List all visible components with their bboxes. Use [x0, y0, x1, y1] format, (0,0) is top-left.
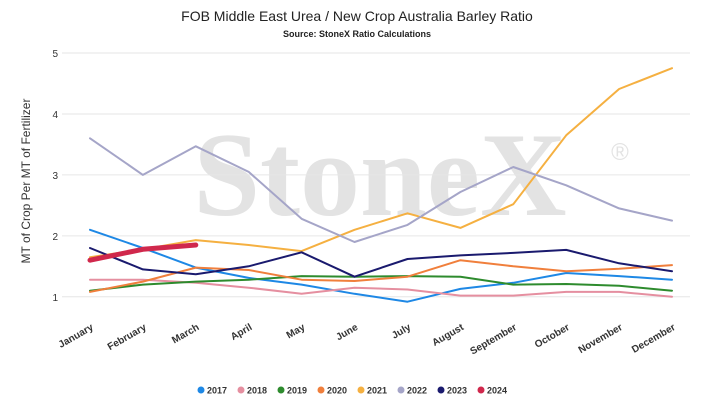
y-tick-label: 5 [52, 49, 58, 60]
chart-subtitle: Source: StoneX Ratio Calculations [283, 29, 431, 39]
watermark-mark: ® [611, 139, 629, 166]
series-line [89, 259, 673, 293]
x-tick-label: June [334, 322, 360, 343]
legend-label: 2023 [447, 386, 467, 396]
legend-label: 2021 [367, 386, 387, 396]
y-tick-label: 3 [52, 171, 58, 182]
legend-swatch [317, 386, 325, 394]
x-tick-label: July [390, 322, 413, 342]
legend-swatch [397, 386, 405, 394]
x-tick-label: February [106, 322, 149, 353]
x-tick-label: October [533, 322, 572, 351]
legend-label: 2018 [247, 386, 267, 396]
legend-label: 2019 [287, 386, 307, 396]
legend-label: 2024 [487, 386, 507, 396]
y-tick-label: 2 [52, 232, 58, 243]
legend-label: 2020 [327, 386, 347, 396]
x-tick-label: August [431, 322, 467, 349]
legend-label: 2022 [407, 386, 427, 396]
chart-title: FOB Middle East Urea / New Crop Australi… [181, 8, 533, 24]
x-tick-label: November [577, 322, 625, 356]
series-line [89, 228, 673, 303]
series-line [89, 137, 673, 243]
x-tick-label: December [630, 322, 677, 356]
legend-swatch [437, 386, 445, 394]
x-tick-label: April [229, 322, 254, 343]
legend-swatch [197, 386, 205, 394]
legend-swatch [357, 386, 365, 394]
series-line [89, 67, 673, 259]
series-line [89, 275, 673, 292]
series-line [87, 242, 199, 263]
legend-swatch [277, 386, 285, 394]
x-tick-label: January [57, 322, 96, 351]
y-axis-label: MT of Crop Per MT of Fertilizer [19, 99, 33, 264]
legend-swatch [237, 386, 245, 394]
legend-swatch [477, 386, 485, 394]
x-tick-label: September [469, 322, 519, 357]
x-tick-label: May [285, 322, 308, 341]
series-line [89, 247, 673, 278]
x-tick-label: March [170, 322, 201, 346]
y-tick-label: 4 [52, 110, 58, 121]
legend-label: 2017 [207, 386, 227, 396]
y-tick-label: 1 [52, 293, 58, 304]
